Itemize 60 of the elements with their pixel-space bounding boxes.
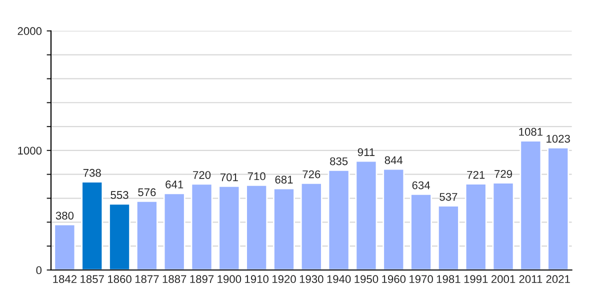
x-tick-label: 1930 (300, 275, 324, 284)
data-label: 634 (412, 181, 430, 190)
data-label: 710 (248, 172, 266, 180)
x-tick-label: 1900 (218, 275, 242, 284)
bar (273, 188, 295, 270)
x-tick-label: 1860 (108, 275, 132, 284)
bar (190, 183, 213, 270)
x-tick-label: 1887 (162, 275, 186, 284)
bar (355, 160, 378, 270)
bar (520, 140, 542, 270)
data-label: 380 (56, 212, 74, 220)
bar (136, 200, 158, 270)
bar (218, 186, 240, 270)
data-label: 641 (166, 180, 184, 188)
x-tick-label: 1910 (245, 275, 269, 284)
data-label: 844 (384, 156, 403, 164)
data-label: 726 (302, 170, 320, 178)
data-label: 1081 (519, 128, 542, 136)
x-tick-label: 1981 (436, 275, 460, 284)
x-tick-label: 1940 (327, 275, 351, 284)
data-label: 1023 (546, 134, 570, 143)
data-label: 738 (83, 168, 101, 177)
bar (328, 169, 350, 270)
y-tick-label: 2000 (18, 27, 42, 36)
data-label: 911 (358, 148, 375, 156)
bar (437, 205, 460, 270)
x-tick-label: 1897 (190, 275, 214, 284)
bar (108, 203, 130, 270)
data-label: 537 (440, 192, 458, 201)
x-tick-label: 2001 (491, 275, 516, 284)
x-tick-label: 2021 (546, 275, 570, 284)
bar (492, 182, 514, 270)
x-tick-label: 1970 (410, 275, 433, 284)
data-label: 835 (330, 157, 348, 166)
x-tick-label: 1842 (53, 275, 77, 284)
x-tick-label: 1960 (382, 275, 406, 284)
x-tick-label: 1950 (354, 275, 378, 284)
y-tick-label: 0 (36, 266, 42, 274)
x-tick-label: 2011 (519, 275, 542, 284)
data-label: 721 (467, 170, 485, 179)
bar (382, 168, 405, 270)
x-tick-label: 1877 (135, 275, 159, 284)
bar (464, 183, 487, 270)
data-label: 576 (138, 188, 156, 196)
x-tick-label: 1920 (272, 275, 296, 284)
y-tick-label: 1000 (18, 146, 42, 155)
data-label: 720 (193, 171, 211, 179)
bar (547, 147, 570, 270)
bar (410, 194, 432, 270)
bar (54, 224, 76, 270)
data-label: 701 (220, 173, 238, 182)
bar (81, 181, 104, 270)
data-label: 553 (110, 191, 128, 199)
data-label: 681 (275, 176, 293, 184)
x-tick-label: 1991 (464, 275, 488, 284)
data-label: 729 (494, 170, 512, 178)
bar (163, 192, 186, 270)
x-tick-label: 1857 (80, 275, 104, 284)
bar (300, 182, 322, 270)
bar (246, 184, 268, 270)
